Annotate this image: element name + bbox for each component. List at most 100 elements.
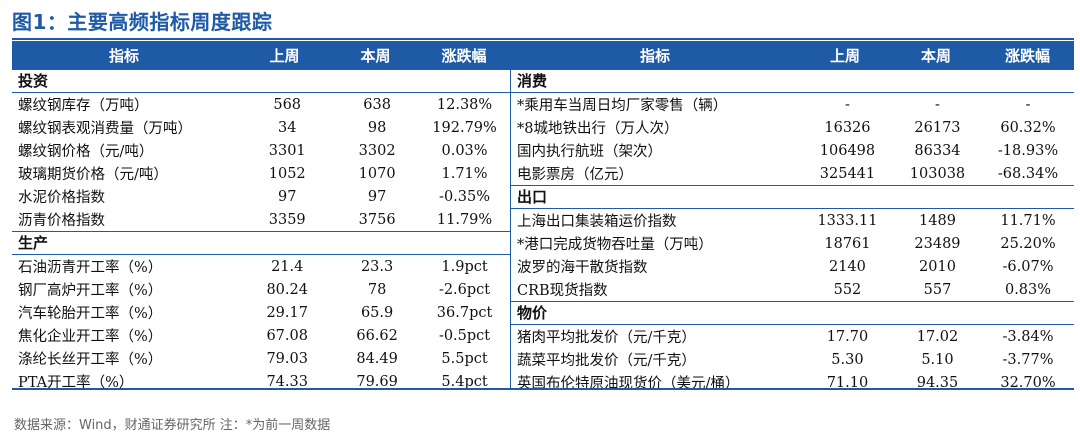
this-week-value: 17.02 bbox=[916, 328, 959, 345]
this-week-value: 1070 bbox=[358, 165, 396, 182]
section-header: 消费 bbox=[511, 69, 1074, 93]
table-row: PTA开工率（%） 74.33 79.69 5.4pct bbox=[12, 370, 510, 393]
this-week-value: - bbox=[935, 96, 940, 113]
this-week-value: 1489 bbox=[919, 212, 956, 229]
this-week-value: 3302 bbox=[358, 142, 396, 159]
last-week-value: 74.33 bbox=[266, 373, 308, 390]
last-week-value: 1052 bbox=[268, 165, 306, 182]
table-row: 电影票房（亿元） 325441 103038 -68.34% bbox=[511, 162, 1074, 185]
this-week-value: 78 bbox=[367, 281, 387, 298]
change-value: -6.07% bbox=[1002, 258, 1054, 275]
table-row: 螺纹钢库存（万吨） 568 638 12.38% bbox=[12, 93, 510, 116]
last-week-value: 5.30 bbox=[831, 351, 864, 368]
last-week-value: 80.24 bbox=[266, 281, 308, 298]
indicator-name: *8城地铁出行（万人次） bbox=[517, 121, 679, 137]
source-note: 数据来源：Wind，财通证券研究所 注：*为前一周数据 bbox=[14, 418, 331, 433]
table-row: 石油沥青开工率（%） 21.4 23.3 1.9pct bbox=[12, 255, 510, 278]
this-week-value: 94.35 bbox=[916, 374, 959, 391]
table-row: 玻璃期货价格（元/吨） 1052 1070 1.71% bbox=[12, 162, 510, 185]
table-row: 猪肉平均批发价（元/千克） 17.70 17.02 -3.84% bbox=[511, 325, 1074, 348]
table-row: 汽车轮胎开工率（%） 29.17 65.9 36.7pct bbox=[12, 301, 510, 324]
table-row: *8城地铁出行（万人次） 16326 26173 60.32% bbox=[511, 116, 1074, 139]
change-value: 25.20% bbox=[1000, 235, 1056, 252]
last-week-value: 71.10 bbox=[826, 374, 869, 391]
table-row: 涤纶长丝开工率（%） 79.03 84.49 5.5pct bbox=[12, 347, 510, 370]
change-value: -3.84% bbox=[1002, 328, 1054, 345]
indicator-name: 上海出口集装箱运价指数 bbox=[517, 214, 677, 230]
change-value: 0.83% bbox=[1004, 281, 1052, 298]
section-header: 出口 bbox=[511, 185, 1074, 209]
header-change: 涨跌幅 bbox=[441, 46, 487, 65]
change-value: -0.35% bbox=[439, 188, 491, 205]
table-row: 钢厂高炉开工率（%） 80.24 78 -2.6pct bbox=[12, 278, 510, 301]
this-week-value: 3756 bbox=[358, 211, 396, 228]
this-week-value: 26173 bbox=[914, 119, 961, 136]
change-value: 32.70% bbox=[1000, 374, 1056, 391]
indicator-name: 螺纹钢表观消费量（万吨） bbox=[18, 121, 192, 137]
figure-title: 图1：主要高频指标周度跟踪 bbox=[12, 10, 273, 34]
change-value: -18.93% bbox=[997, 142, 1059, 159]
this-week-value: 103038 bbox=[909, 165, 966, 182]
change-value: 192.79% bbox=[432, 119, 497, 136]
change-value: -68.34% bbox=[997, 165, 1059, 182]
last-week-value: 16326 bbox=[824, 119, 871, 136]
header-change: 涨跌幅 bbox=[1004, 46, 1050, 65]
indicator-name: 蔬菜平均批发价（元/千克） bbox=[517, 353, 696, 369]
indicator-name: 玻璃期货价格（元/吨） bbox=[18, 167, 168, 183]
indicator-name: 猪肉平均批发价（元/千克） bbox=[517, 330, 696, 346]
change-value: -0.5pct bbox=[438, 327, 491, 344]
this-week-value: 84.49 bbox=[356, 350, 398, 367]
change-value: - bbox=[1025, 96, 1031, 113]
last-week-value: 97 bbox=[277, 188, 297, 205]
title-bar: 图1：主要高频指标周度跟踪 bbox=[12, 0, 1074, 40]
right-table: 指标 上周 本周 涨跌幅 消费 *乘用车当周日均厂家零售（辆） - - - *8城地铁出行… bbox=[511, 41, 1074, 394]
change-value: 0.03% bbox=[441, 142, 488, 159]
header-indicator: 指标 bbox=[639, 46, 670, 65]
indicator-name: 螺纹钢库存（万吨） bbox=[18, 98, 149, 114]
indicator-name: 螺纹钢价格（元/吨） bbox=[18, 144, 154, 160]
header-last-week: 上周 bbox=[829, 46, 860, 65]
last-week-value: 67.08 bbox=[266, 327, 308, 344]
indicator-name: 焦化企业开工率（%） bbox=[18, 329, 163, 345]
change-value: 11.71% bbox=[1000, 212, 1056, 229]
change-value: 1.9pct bbox=[441, 258, 488, 275]
this-week-value: 638 bbox=[363, 96, 391, 113]
last-week-value: 3301 bbox=[268, 142, 306, 159]
section-header: 投资 bbox=[12, 69, 510, 93]
indicator-name: CRB现货指数 bbox=[517, 283, 608, 299]
right-header-row: 指标 上周 本周 涨跌幅 bbox=[511, 41, 1074, 69]
change-value: 36.7pct bbox=[436, 304, 493, 321]
change-value: -2.6pct bbox=[438, 281, 491, 298]
last-week-value: 325441 bbox=[819, 165, 876, 182]
indicator-name: 涤纶长丝开工率（%） bbox=[18, 352, 163, 368]
indicator-name: 石油沥青开工率（%） bbox=[18, 260, 163, 276]
last-week-value: 106498 bbox=[819, 142, 876, 159]
last-week-value: 29.17 bbox=[266, 304, 308, 321]
this-week-value: 66.62 bbox=[356, 327, 398, 344]
left-table: 指标 上周 本周 涨跌幅 投资 螺纹钢库存（万吨） 568 638 12.38% 螺纹钢表… bbox=[12, 41, 510, 393]
table-row: 螺纹钢表观消费量（万吨） 34 98 192.79% bbox=[12, 116, 510, 139]
this-week-value: 79.69 bbox=[356, 373, 398, 390]
last-week-value: 552 bbox=[833, 281, 862, 298]
change-value: 5.5pct bbox=[441, 350, 488, 367]
this-week-value: 2010 bbox=[919, 258, 956, 275]
indicator-name: 波罗的海干散货指数 bbox=[517, 260, 648, 276]
section-header: 生产 bbox=[12, 231, 510, 255]
this-week-value: 23.3 bbox=[360, 258, 394, 275]
last-week-value: 3359 bbox=[268, 211, 306, 228]
indicator-name: 水泥价格指数 bbox=[18, 190, 105, 206]
last-week-value: 2140 bbox=[828, 258, 866, 275]
this-week-value: 23489 bbox=[914, 235, 961, 252]
last-week-value: - bbox=[844, 96, 850, 113]
last-week-value: 18761 bbox=[824, 235, 871, 252]
change-value: 11.79% bbox=[436, 211, 493, 228]
change-value: 60.32% bbox=[1000, 119, 1056, 136]
change-value: 1.71% bbox=[441, 165, 488, 182]
table-row: CRB现货指数 552 557 0.83% bbox=[511, 278, 1074, 301]
last-week-value: 568 bbox=[273, 96, 302, 113]
change-value: -3.77% bbox=[1002, 351, 1054, 368]
table-row: 水泥价格指数 97 97 -0.35% bbox=[12, 185, 510, 208]
table-row: 国内执行航班（架次） 106498 86334 -18.93% bbox=[511, 139, 1074, 162]
table-row: 螺纹钢价格（元/吨） 3301 3302 0.03% bbox=[12, 139, 510, 162]
header-last-week: 上周 bbox=[269, 46, 300, 65]
